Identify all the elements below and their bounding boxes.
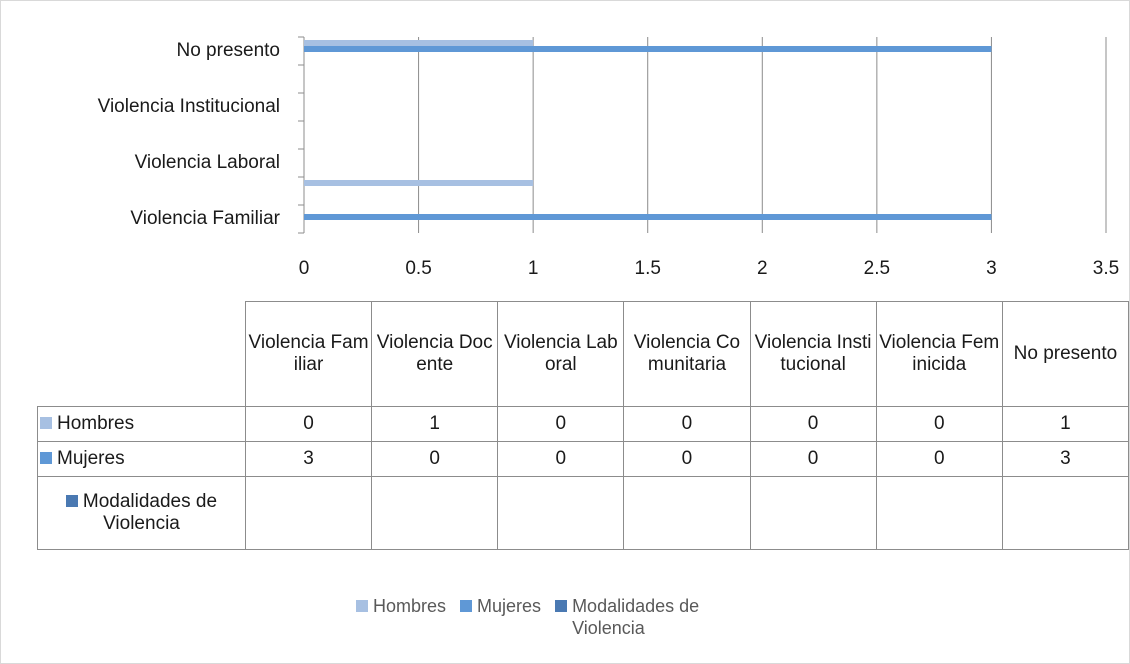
cell <box>875 476 1003 550</box>
x-tick-label: 3 <box>986 258 997 279</box>
row-header: Modalidades de Violencia <box>37 476 246 550</box>
y-tick-label: Violencia Institucional <box>98 96 280 117</box>
column-header: Violencia Docente <box>371 301 499 407</box>
bar <box>304 180 534 186</box>
cell: 0 <box>371 441 499 477</box>
row-header: Mujeres <box>37 441 246 477</box>
corner-cell <box>37 301 246 407</box>
column-header: Violencia Comunitaria <box>623 301 751 407</box>
cell: 0 <box>497 441 625 477</box>
cell <box>623 476 751 550</box>
legend-item: Modalidades de Violencia <box>555 595 732 639</box>
y-tick-label: Violencia Laboral <box>135 152 280 173</box>
cell <box>371 476 499 550</box>
data-table: Violencia Familiar Violencia Docente Viole… <box>37 301 1129 550</box>
legend-key <box>65 495 78 507</box>
cell: 0 <box>875 441 1003 477</box>
column-header: Violencia Institucional <box>749 301 877 407</box>
legend-label: Modalidades de Violencia <box>572 596 700 638</box>
cell: 0 <box>749 406 877 442</box>
legend-item: Hombres <box>356 595 446 639</box>
column-header: No presento <box>1001 301 1129 407</box>
legend: Hombres Mujeres Modalidades de Violencia <box>356 595 732 639</box>
legend-swatch <box>460 600 473 612</box>
column-header: Violencia Feminicida <box>875 301 1003 407</box>
legend-label: Mujeres <box>477 596 542 616</box>
bar <box>304 214 992 220</box>
row-label: Hombres <box>57 413 135 434</box>
column-header: Violencia Laboral <box>497 301 625 407</box>
cell: 0 <box>497 406 625 442</box>
legend-item: Mujeres <box>460 595 541 639</box>
cell: 0 <box>749 441 877 477</box>
plot: 0 0.5 1 1.5 2 2.5 3 3.5 Violencia Familiar Violen… <box>98 36 1119 279</box>
y-tick-label: Violencia Familiar <box>130 208 280 229</box>
x-tick-label: 0.5 <box>405 258 431 279</box>
legend-key <box>40 417 52 429</box>
cell: 1 <box>371 406 499 442</box>
x-tick-label: 0 <box>299 258 310 279</box>
cell <box>244 476 373 550</box>
x-tick-label: 1 <box>528 258 539 279</box>
bar <box>304 40 534 46</box>
cell: 0 <box>875 406 1003 442</box>
row-header: Hombres <box>37 406 246 442</box>
cell <box>749 476 877 550</box>
legend-label: Hombres <box>373 596 447 616</box>
cell: 3 <box>244 441 373 477</box>
x-tick-label: 2.5 <box>864 258 890 279</box>
x-tick-label: 1.5 <box>635 258 661 279</box>
y-tick-label: No presento <box>176 40 280 61</box>
x-tick-label: 3.5 <box>1093 258 1119 279</box>
x-tick-label: 2 <box>757 258 768 279</box>
legend-key <box>40 452 52 464</box>
data-row: Mujeres 3 0 0 0 0 0 3 <box>37 441 1129 477</box>
row-label: Modalidades de Violencia <box>82 491 218 534</box>
cell <box>1001 476 1129 550</box>
column-header: Violencia Familiar <box>244 301 373 407</box>
cell <box>497 476 625 550</box>
header-row: Violencia Familiar Violencia Docente Viole… <box>37 301 1129 407</box>
row-label: Mujeres <box>57 448 125 469</box>
bar <box>304 46 992 52</box>
cell: 0 <box>244 406 373 442</box>
legend-swatch <box>356 600 368 612</box>
cell: 1 <box>1001 406 1129 442</box>
cell: 0 <box>623 406 751 442</box>
cell: 0 <box>623 441 751 477</box>
cell: 3 <box>1001 441 1129 477</box>
data-row: Hombres 0 1 0 0 0 0 1 <box>37 406 1129 442</box>
legend-swatch <box>555 600 568 612</box>
data-row: Modalidades de Violencia <box>37 476 1129 550</box>
